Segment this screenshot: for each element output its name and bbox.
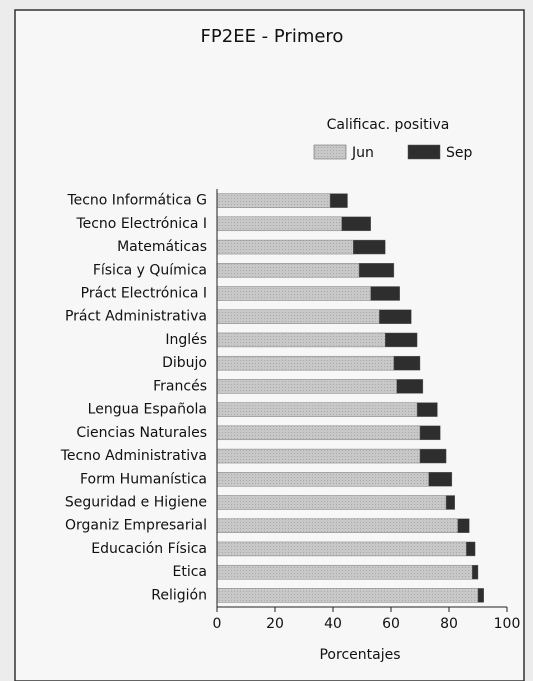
x-axis-label: Porcentajes (319, 647, 400, 663)
bar-segment (466, 541, 476, 557)
bar-segment (385, 332, 418, 348)
legend-swatch (407, 144, 441, 160)
legend-swatch (313, 144, 347, 160)
bar-segment (472, 564, 479, 580)
y-tick-label: Dibujo (162, 355, 207, 371)
bar-segment (216, 588, 479, 603)
bar-segment (353, 239, 386, 255)
bar-segment (216, 309, 380, 324)
x-tick-label: 100 (494, 616, 521, 632)
bar-segment (216, 564, 473, 580)
bar-segment (419, 425, 441, 441)
bar-segment (216, 448, 421, 464)
y-tick-label: Ciencias Naturales (76, 425, 207, 441)
y-tick-label: Física y Química (93, 262, 207, 278)
bar-segment (457, 518, 470, 533)
y-tick-label: Francés (153, 378, 207, 394)
bar-segment (216, 472, 429, 487)
y-tick-label: Matemáticas (117, 239, 207, 255)
chart-title: FP2EE - Primero (201, 26, 344, 47)
bar-segment (419, 448, 447, 464)
x-tick-label: 0 (213, 616, 222, 632)
x-tick-label: 20 (266, 616, 284, 632)
y-tick-label: Tecno Administrativa (60, 448, 207, 464)
legend-label: Jun (351, 145, 374, 161)
bar-segment (216, 239, 354, 255)
y-tick-label: Tecno Informática G (66, 193, 207, 209)
bar-segment (216, 379, 398, 394)
x-tick-label: 80 (440, 616, 458, 632)
bar-segment (216, 286, 371, 301)
bar-segment (216, 263, 360, 278)
y-tick-label: Form Humanística (80, 471, 207, 487)
bar-segment (370, 286, 400, 301)
bar-segment (358, 263, 395, 278)
y-tick-label: Tecno Electrónica I (75, 216, 207, 232)
bar-segment (216, 332, 386, 348)
bar-segment (396, 379, 424, 394)
y-tick-label: Práct Administrativa (65, 309, 207, 325)
bar-segment (216, 355, 395, 371)
y-tick-label: Práct Electrónica I (81, 286, 207, 302)
y-tick-label: Lengua Española (88, 402, 207, 418)
bar-segment (216, 216, 342, 232)
y-tick-label: Educación Física (91, 541, 207, 557)
y-tick-label: Organiz Empresarial (65, 518, 207, 534)
bar-segment (393, 355, 421, 371)
y-tick-label: Religión (151, 587, 207, 603)
bar-segment (216, 495, 447, 510)
bar-segment (428, 472, 453, 487)
bar-segment (216, 541, 467, 557)
bar-segment (445, 495, 456, 510)
bar-segment (379, 309, 412, 324)
legend-label: Sep (446, 145, 473, 161)
x-tick-label: 60 (382, 616, 400, 632)
x-tick-label: 40 (324, 616, 342, 632)
bar-segment (341, 216, 371, 232)
y-tick-label: Etica (172, 564, 207, 580)
bar-segment (416, 402, 438, 417)
legend-title: Calificac. positiva (327, 117, 450, 133)
bar-segment (216, 402, 418, 417)
bar-segment (216, 518, 458, 533)
bar-segment (216, 425, 421, 441)
bar-segment (216, 193, 331, 208)
bar-segment (477, 588, 485, 603)
y-tick-label: Inglés (165, 332, 207, 348)
y-tick-label: Seguridad e Higiene (65, 495, 207, 511)
bar-segment (329, 193, 348, 208)
